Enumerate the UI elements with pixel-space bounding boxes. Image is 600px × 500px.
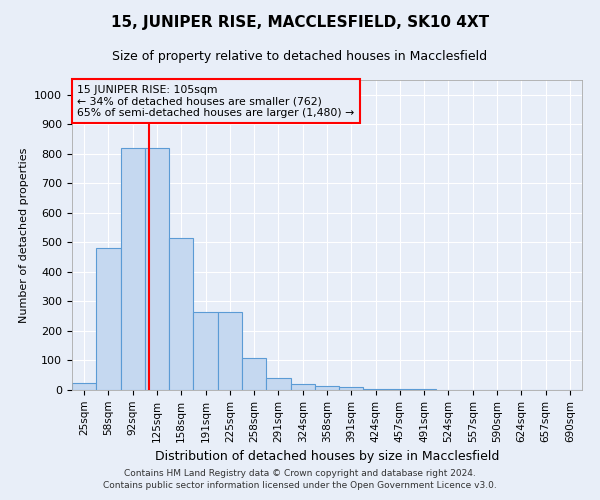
- Text: Size of property relative to detached houses in Macclesfield: Size of property relative to detached ho…: [112, 50, 488, 63]
- Bar: [72, 382, 96, 390]
- Bar: [145, 148, 169, 390]
- X-axis label: Distribution of detached houses by size in Macclesfield: Distribution of detached houses by size …: [155, 450, 499, 463]
- Bar: [266, 378, 290, 390]
- Bar: [121, 148, 145, 390]
- Bar: [315, 386, 339, 390]
- Text: 15, JUNIPER RISE, MACCLESFIELD, SK10 4XT: 15, JUNIPER RISE, MACCLESFIELD, SK10 4XT: [111, 15, 489, 30]
- Bar: [193, 312, 218, 390]
- Bar: [242, 358, 266, 390]
- Bar: [169, 238, 193, 390]
- Bar: [96, 248, 121, 390]
- Text: 15 JUNIPER RISE: 105sqm
← 34% of detached houses are smaller (762)
65% of semi-d: 15 JUNIPER RISE: 105sqm ← 34% of detache…: [77, 84, 355, 118]
- Bar: [364, 388, 388, 390]
- Bar: [218, 312, 242, 390]
- Bar: [290, 384, 315, 390]
- Y-axis label: Number of detached properties: Number of detached properties: [19, 148, 29, 322]
- Text: Contains HM Land Registry data © Crown copyright and database right 2024.
Contai: Contains HM Land Registry data © Crown c…: [103, 468, 497, 490]
- Bar: [339, 387, 364, 390]
